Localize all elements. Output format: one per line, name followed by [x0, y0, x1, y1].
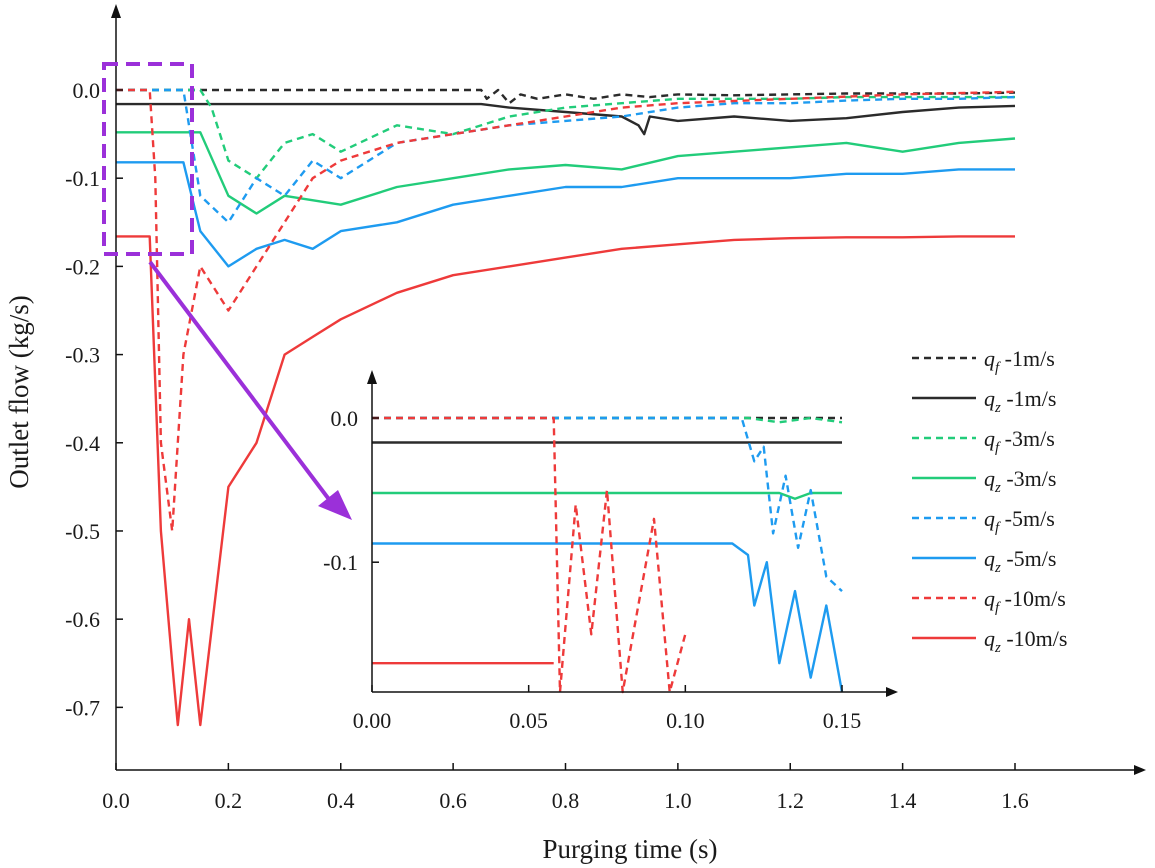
- main-y-axis-arrow: [111, 4, 121, 18]
- zoom-pointer-arrow: [148, 260, 336, 508]
- y-tick-label: -0.2: [65, 254, 100, 279]
- series-line-qz-5m-s: [116, 161, 1015, 268]
- y-tick-label: -0.7: [65, 695, 100, 720]
- inset-y-tick-label: 0.0: [331, 406, 359, 431]
- inset-series-line-qz-5m-s: [372, 542, 844, 693]
- inset-x-tick-label: 0.00: [353, 708, 392, 733]
- series-line-qz-10m-s: [116, 235, 1015, 727]
- inset-x-axis-arrow: [886, 687, 898, 697]
- main-ticks: 0.0 0.2 0.4 0.6 0.8 1.0 1.2 1.4 1.6 0.0 -0.1 -0.2 -0…: [65, 78, 1029, 813]
- inset-series-line-qz-3m-s: [372, 491, 842, 500]
- legend-label: qf -10m/s: [984, 586, 1066, 616]
- main-x-axis-arrow: [1134, 765, 1146, 775]
- legend-label: qz -3m/s: [984, 466, 1056, 496]
- x-tick-label: 1.2: [777, 788, 805, 813]
- series-line-qf-1m-s: [116, 88, 1016, 105]
- series-line-qf-5m-s: [116, 88, 1016, 224]
- x-tick-label: 0.4: [327, 788, 355, 813]
- x-axis-title: Purging time (s): [543, 834, 718, 864]
- series-line-qf-3m-s: [116, 88, 1015, 180]
- y-axis-title: Outlet flow (kg/s): [4, 295, 34, 488]
- inset-y-tick-label: -0.1: [323, 550, 358, 575]
- legend: qf -1m/s qz -1m/s qf -3m/s qz -3m/s qf -5m/s…: [912, 346, 1067, 656]
- inset-x-tick-label: 0.10: [666, 708, 705, 733]
- y-tick-label: 0.0: [73, 78, 101, 103]
- series-line-qf-10m-s: [116, 88, 1016, 533]
- x-tick-label: 1.6: [1001, 788, 1029, 813]
- legend-label: qz -1m/s: [984, 386, 1056, 416]
- inset-series-line-qf-3m-s: [372, 416, 843, 424]
- zoom-region-box: [102, 62, 194, 256]
- series-line-qz-1m-s: [116, 102, 1016, 136]
- inset-series-line-qf-10m-s: [372, 416, 687, 694]
- y-tick-label: -0.5: [65, 519, 100, 544]
- legend-label: qf -1m/s: [984, 346, 1055, 376]
- legend-label: qz -5m/s: [984, 546, 1056, 576]
- x-tick-label: 0.0: [102, 788, 130, 813]
- y-tick-label: -0.3: [65, 343, 100, 368]
- inset-ticks: 0.00 0.05 0.10 0.15 0.0 -0.1: [323, 406, 861, 733]
- inset-series-line-qf-5m-s: [372, 416, 843, 592]
- x-tick-label: 0.6: [439, 788, 467, 813]
- inset-y-axis-arrow: [367, 370, 377, 384]
- y-tick-label: -0.6: [65, 607, 100, 632]
- x-tick-label: 0.2: [215, 788, 243, 813]
- legend-label: qf -3m/s: [984, 426, 1055, 456]
- zoom-pointer-arrowhead: [318, 490, 352, 520]
- series-line-qz-3m-s: [116, 131, 1016, 215]
- legend-label: qz -10m/s: [984, 626, 1067, 656]
- inset-x-tick-label: 0.05: [509, 708, 548, 733]
- legend-label: qf -5m/s: [984, 506, 1055, 536]
- y-tick-label: -0.1: [65, 166, 100, 191]
- x-tick-label: 0.8: [552, 788, 580, 813]
- y-tick-label: -0.4: [65, 431, 100, 456]
- main-series-group: [116, 88, 1016, 727]
- x-tick-label: 1.4: [889, 788, 917, 813]
- inset-x-tick-label: 0.15: [823, 708, 862, 733]
- inset-series-group: [372, 416, 844, 694]
- x-tick-label: 1.0: [664, 788, 692, 813]
